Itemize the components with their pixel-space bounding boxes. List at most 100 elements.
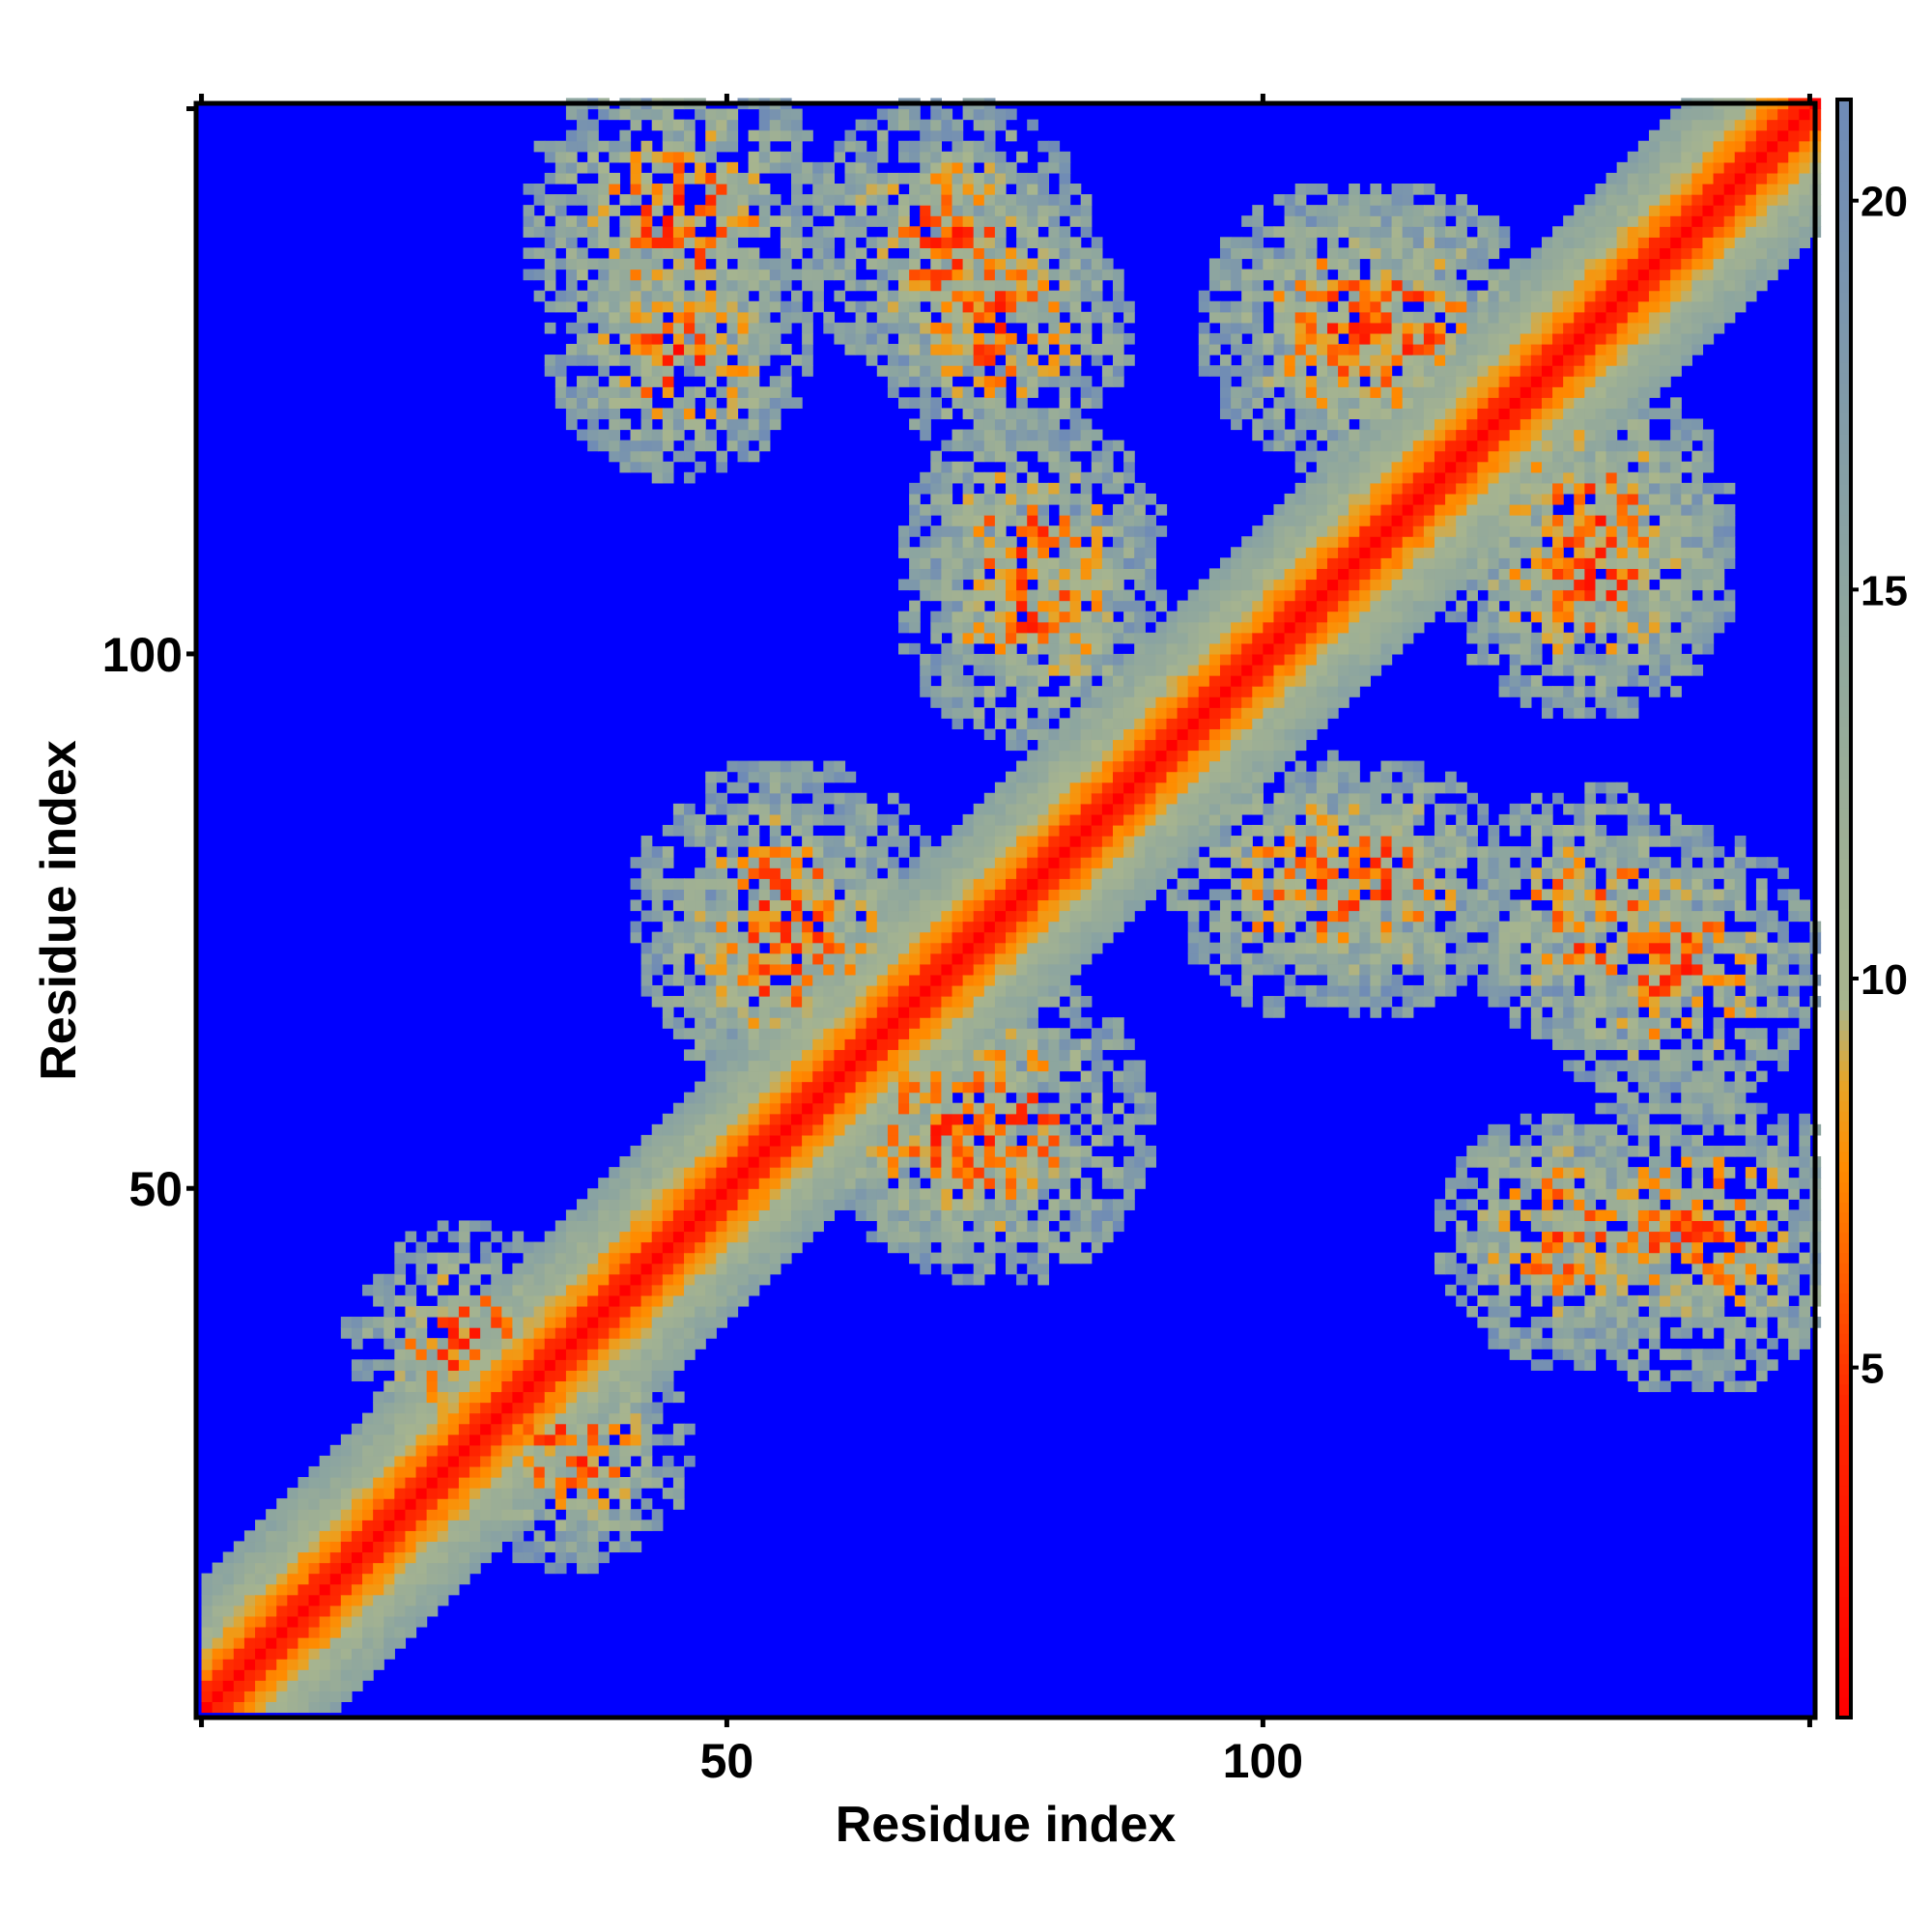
heatmap-cell bbox=[587, 343, 599, 355]
heatmap-cell bbox=[319, 1530, 331, 1543]
heatmap-cell bbox=[384, 1380, 395, 1393]
heatmap-cell bbox=[909, 1038, 921, 1050]
heatmap-cell bbox=[684, 974, 696, 986]
heatmap-cell bbox=[554, 1305, 567, 1318]
heatmap-cell bbox=[684, 1156, 696, 1168]
heatmap-cell bbox=[554, 290, 567, 302]
heatmap-cell bbox=[812, 269, 824, 281]
heatmap-cell bbox=[426, 1488, 439, 1499]
heatmap-cell bbox=[983, 1102, 996, 1115]
heatmap-cell bbox=[1016, 429, 1028, 441]
heatmap-cell bbox=[962, 184, 975, 195]
heatmap-cell bbox=[758, 1178, 771, 1189]
heatmap-cell bbox=[1112, 269, 1124, 281]
heatmap-cell bbox=[1016, 397, 1028, 409]
heatmap-cell bbox=[501, 1477, 514, 1489]
heatmap-cell bbox=[1069, 526, 1082, 537]
heatmap-cell bbox=[651, 1178, 664, 1189]
heatmap-cell bbox=[1048, 1028, 1061, 1039]
heatmap-cell bbox=[909, 889, 921, 901]
heatmap-cell bbox=[983, 1241, 996, 1254]
heatmap-cell bbox=[952, 161, 964, 174]
heatmap-cell bbox=[812, 1199, 824, 1210]
heatmap-cell bbox=[1101, 1209, 1114, 1222]
heatmap-cell bbox=[930, 140, 942, 153]
heatmap-cell bbox=[598, 1465, 610, 1478]
heatmap-cell bbox=[577, 1263, 588, 1275]
heatmap-cell bbox=[1037, 418, 1049, 431]
heatmap-cell bbox=[394, 1380, 407, 1393]
heatmap-cell bbox=[866, 237, 878, 248]
heatmap-cell bbox=[1145, 579, 1156, 591]
heatmap-cell bbox=[1027, 931, 1038, 944]
heatmap-cell bbox=[1006, 813, 1017, 826]
heatmap-cell bbox=[930, 974, 942, 986]
heatmap-cell bbox=[630, 172, 642, 185]
heatmap-cell bbox=[983, 1263, 996, 1275]
heatmap-cell bbox=[1006, 739, 1017, 752]
heatmap-cell bbox=[823, 1199, 836, 1210]
heatmap-cell bbox=[1187, 739, 1200, 752]
heatmap-cell bbox=[1091, 1241, 1103, 1254]
heatmap-cell bbox=[716, 1123, 728, 1136]
heatmap-cell bbox=[1080, 503, 1093, 516]
heatmap-cell bbox=[619, 237, 632, 248]
heatmap-cell bbox=[415, 1498, 428, 1510]
heatmap-cell bbox=[834, 140, 846, 153]
heatmap-cell bbox=[598, 1305, 610, 1318]
heatmap-cell bbox=[1048, 1199, 1061, 1210]
heatmap-cell bbox=[716, 258, 728, 270]
heatmap-cell bbox=[1166, 867, 1179, 879]
heatmap-cell bbox=[748, 1231, 760, 1243]
heatmap-cell bbox=[1027, 1134, 1038, 1147]
heatmap-cell bbox=[973, 963, 985, 976]
heatmap-cell bbox=[1091, 589, 1103, 602]
heatmap-cell bbox=[898, 1092, 910, 1104]
heatmap-cell bbox=[791, 889, 803, 901]
heatmap-cell bbox=[1069, 760, 1082, 773]
heatmap-cell bbox=[909, 921, 921, 933]
heatmap-cell bbox=[598, 1530, 610, 1543]
heatmap-cell bbox=[1112, 279, 1124, 292]
heatmap-cell bbox=[1112, 547, 1124, 558]
heatmap-cell bbox=[952, 526, 964, 537]
heatmap-cell bbox=[930, 686, 942, 697]
heatmap-cell bbox=[920, 984, 931, 997]
heatmap-cell bbox=[1027, 1123, 1038, 1136]
heatmap-cell bbox=[619, 1455, 632, 1467]
heatmap-cell bbox=[340, 1509, 353, 1520]
heatmap-cell bbox=[554, 194, 567, 206]
heatmap-cell bbox=[952, 675, 964, 687]
heatmap-cell bbox=[1037, 600, 1049, 612]
heatmap-cell bbox=[812, 1049, 824, 1062]
heatmap-cell bbox=[384, 1412, 395, 1425]
heatmap-cell bbox=[695, 1305, 706, 1318]
heatmap-cell bbox=[983, 526, 996, 537]
heatmap-cell bbox=[1145, 1145, 1156, 1157]
heatmap-cell bbox=[758, 343, 771, 355]
heatmap-cell bbox=[1037, 258, 1049, 270]
heatmap-cell bbox=[983, 129, 996, 142]
heatmap-cell bbox=[737, 450, 750, 463]
heatmap-cell bbox=[769, 952, 781, 965]
heatmap-cell bbox=[834, 942, 846, 954]
heatmap-cell bbox=[480, 1370, 492, 1382]
heatmap-cell bbox=[1123, 1156, 1135, 1168]
heatmap-cell bbox=[887, 1241, 899, 1254]
heatmap-cell bbox=[362, 1488, 374, 1499]
heatmap-cell bbox=[748, 889, 760, 901]
heatmap-cell bbox=[1112, 899, 1124, 912]
heatmap-cell bbox=[1016, 1092, 1028, 1104]
heatmap-cell bbox=[640, 355, 653, 366]
heatmap-cell bbox=[973, 215, 985, 227]
heatmap-cell bbox=[1123, 910, 1135, 923]
heatmap-cell bbox=[298, 1562, 310, 1575]
heatmap-cell bbox=[684, 1327, 696, 1339]
heatmap-cell bbox=[898, 611, 910, 623]
heatmap-cell bbox=[823, 857, 836, 868]
heatmap-cell bbox=[384, 1273, 395, 1286]
heatmap-cell bbox=[952, 931, 964, 944]
heatmap-cell bbox=[1037, 910, 1049, 923]
heatmap-cell bbox=[920, 408, 931, 420]
heatmap-cell bbox=[577, 1349, 588, 1360]
